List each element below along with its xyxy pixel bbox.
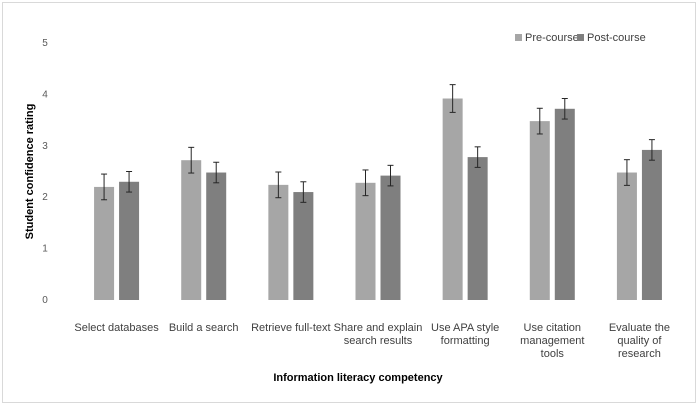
x-axis-title: Information literacy competency	[273, 372, 443, 384]
legend: Pre-course Post-course	[515, 32, 646, 44]
y-tick-label: 4	[42, 89, 48, 100]
category-label-line: Select databases	[74, 322, 159, 334]
bar	[616, 172, 637, 300]
y-tick-label: 0	[42, 295, 48, 306]
category-label-line: tools	[541, 348, 565, 360]
y-tick-label: 3	[42, 141, 48, 152]
bar-chart: 0 1 2 3 4 5 Select databases Build a search Ret…	[24, 32, 670, 384]
category-label: Select databases	[74, 322, 159, 334]
category-label-line: management	[520, 335, 584, 347]
bar	[554, 108, 575, 301]
chart-frame: 0 1 2 3 4 5 Select databases Build a search Ret…	[2, 2, 696, 403]
bar	[206, 172, 227, 300]
y-tick-label: 5	[42, 38, 48, 49]
category-label: Retrieve full-text	[251, 322, 330, 334]
bar	[94, 186, 115, 300]
bar	[181, 160, 202, 300]
category-label: Evaluate the quality of research	[609, 322, 670, 360]
y-axis-ticks: 0 1 2 3 4 5	[42, 38, 48, 306]
category-label-line: Build a search	[169, 322, 239, 334]
category-label-line: Evaluate the	[609, 322, 670, 334]
bar	[641, 149, 662, 300]
bars-group	[94, 98, 662, 301]
bar	[380, 175, 401, 300]
legend-swatch	[577, 34, 584, 41]
bar	[529, 121, 550, 301]
bar	[293, 192, 314, 300]
y-tick-label: 2	[42, 192, 48, 203]
y-axis-title: Student confidence rating	[24, 104, 36, 240]
category-labels: Select databases Build a search Retrieve f…	[74, 322, 670, 360]
legend-swatch	[515, 34, 522, 41]
category-label: Use APA style formatting	[431, 322, 499, 347]
bar	[442, 98, 463, 301]
category-label-line: research	[618, 348, 661, 360]
category-label-line: Use citation	[524, 322, 581, 334]
category-label-line: formatting	[441, 335, 490, 347]
category-label-line: search results	[344, 335, 413, 347]
legend-label: Pre-course	[525, 32, 579, 44]
category-label-line: quality of	[617, 335, 662, 347]
bar	[355, 182, 376, 300]
legend-label: Post-course	[587, 32, 646, 44]
category-label-line: Use APA style	[431, 322, 499, 334]
bar	[467, 157, 488, 300]
y-tick-label: 1	[42, 244, 48, 255]
bar	[268, 184, 289, 300]
category-label: Build a search	[169, 322, 239, 334]
category-label: Share and explain search results	[334, 322, 423, 347]
category-label-line: Share and explain	[334, 322, 423, 334]
bar	[119, 181, 140, 300]
error-bars-group	[101, 84, 655, 203]
category-label: Use citation management tools	[520, 322, 584, 360]
category-label-line: Retrieve full-text	[251, 322, 330, 334]
